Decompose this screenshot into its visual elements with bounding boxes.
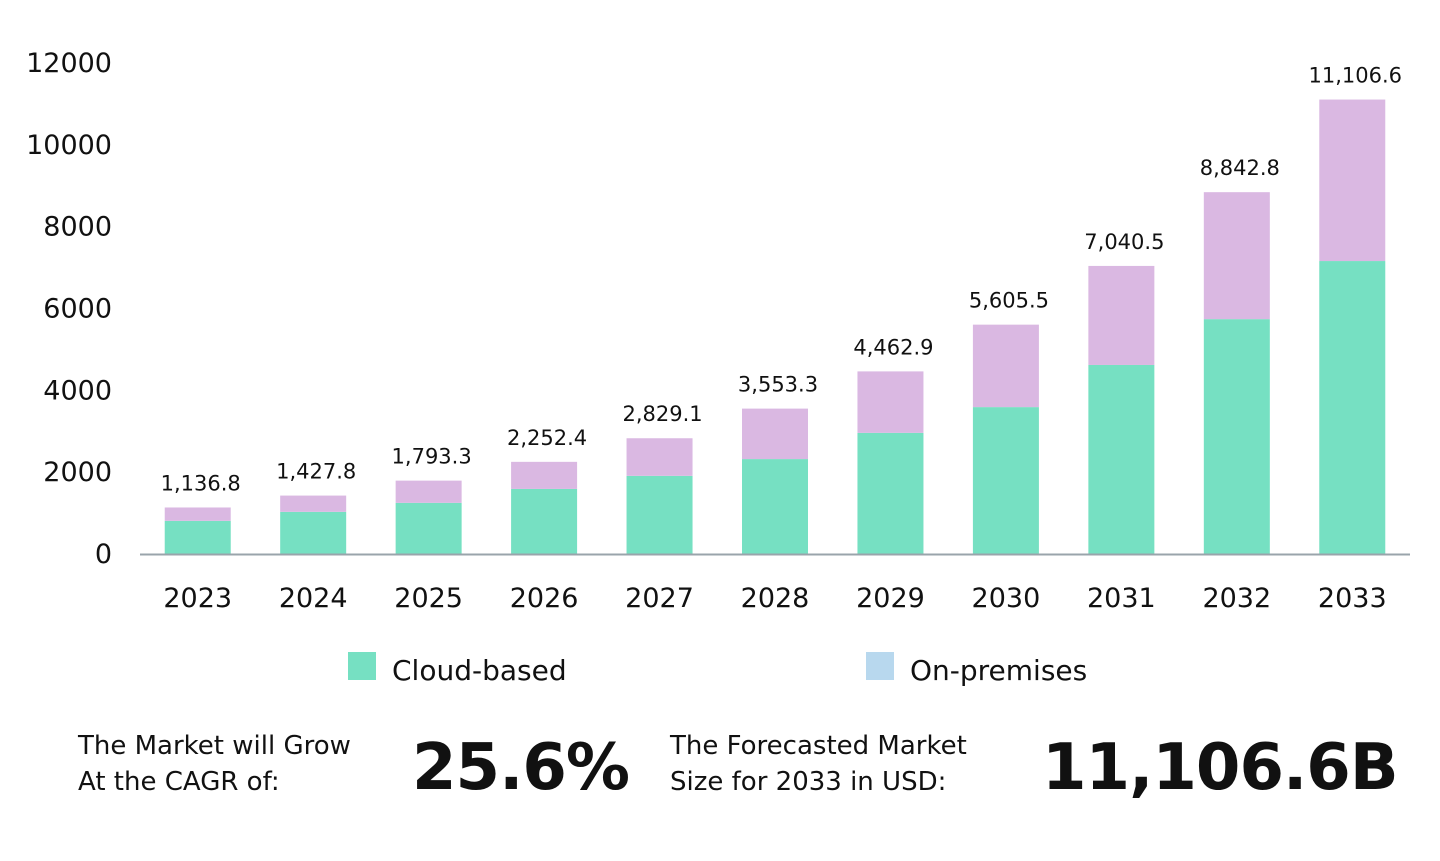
y-tick-label: 2000 bbox=[43, 457, 112, 488]
x-tick-label: 2029 bbox=[856, 583, 925, 614]
data-label: 2,829.1 bbox=[622, 402, 702, 426]
data-label: 1,793.3 bbox=[392, 445, 472, 469]
x-tick-label: 2031 bbox=[1087, 583, 1156, 614]
x-tick-label: 2032 bbox=[1202, 583, 1271, 614]
bar-segment-on-premises bbox=[972, 324, 1039, 408]
y-tick-label: 8000 bbox=[43, 212, 112, 243]
bar-segment-on-premises bbox=[857, 371, 924, 433]
data-label: 8,842.8 bbox=[1200, 156, 1280, 180]
stacked-bar-chart: 0 2000 4000 6000 8000 10000 12000 1,136.8 2023 1,… bbox=[26, 48, 1410, 687]
bar-segment-cloud-based bbox=[1319, 261, 1386, 554]
bar-segment-cloud-based bbox=[511, 488, 578, 554]
y-tick-label: 12000 bbox=[26, 48, 112, 79]
bar-segment-on-premises bbox=[395, 480, 462, 503]
data-label: 1,136.8 bbox=[161, 471, 241, 495]
x-tick-label: 2025 bbox=[394, 583, 463, 614]
legend-swatch bbox=[866, 652, 894, 680]
x-tick-label: 2033 bbox=[1318, 583, 1387, 614]
cagr-value: 25.6% bbox=[412, 731, 630, 805]
data-label: 1,427.8 bbox=[276, 460, 356, 484]
market-size-label-line1: The Forecasted Market bbox=[670, 731, 967, 761]
bar-segment-cloud-based bbox=[280, 511, 347, 554]
bar-segment-on-premises bbox=[1088, 265, 1155, 365]
data-label: 5,605.5 bbox=[969, 289, 1049, 313]
legend-swatch bbox=[348, 652, 376, 680]
cagr-label-line2: At the CAGR of: bbox=[78, 767, 280, 797]
x-tick-label: 2027 bbox=[625, 583, 694, 614]
bar-segment-cloud-based bbox=[972, 407, 1039, 554]
bar-segment-cloud-based bbox=[742, 459, 808, 554]
bar-segment-cloud-based bbox=[395, 502, 462, 554]
data-label: 4,462.9 bbox=[853, 335, 933, 359]
bar-segment-cloud-based bbox=[1088, 364, 1155, 554]
legend-label: On-premises bbox=[910, 654, 1087, 687]
x-tick-label: 2026 bbox=[510, 583, 579, 614]
market-size-value: 11,106.6B bbox=[1042, 731, 1399, 805]
bar-segment-on-premises bbox=[280, 495, 347, 512]
x-tick-label: 2030 bbox=[972, 583, 1041, 614]
data-label: 11,106.6 bbox=[1309, 64, 1403, 88]
bar-segment-cloud-based bbox=[164, 520, 231, 554]
bar-segment-on-premises bbox=[1203, 192, 1270, 320]
legend-label: Cloud-based bbox=[392, 654, 567, 687]
data-label: 3,553.3 bbox=[738, 373, 818, 397]
x-tick-label: 2024 bbox=[279, 583, 348, 614]
bar-segment-cloud-based bbox=[626, 475, 693, 554]
y-tick-label: 6000 bbox=[43, 294, 112, 325]
x-tick-label: 2028 bbox=[741, 583, 810, 614]
bar-segment-on-premises bbox=[1319, 99, 1386, 262]
x-tick-label: 2023 bbox=[163, 583, 232, 614]
y-tick-label: 0 bbox=[95, 539, 112, 570]
cagr-label: The Market will Grow At the CAGR of: bbox=[78, 728, 351, 800]
data-label: 7,040.5 bbox=[1084, 230, 1164, 254]
bar-segment-cloud-based bbox=[857, 432, 924, 554]
bar-segment-on-premises bbox=[742, 408, 808, 460]
bar-segment-cloud-based bbox=[1203, 319, 1270, 554]
data-label: 2,252.4 bbox=[507, 426, 587, 450]
cagr-label-line1: The Market will Grow bbox=[78, 731, 351, 761]
market-size-label: The Forecasted Market Size for 2033 in U… bbox=[670, 728, 967, 800]
y-tick-label: 10000 bbox=[26, 130, 112, 161]
market-size-label-line2: Size for 2033 in USD: bbox=[670, 767, 947, 797]
bar-segment-on-premises bbox=[511, 461, 578, 489]
y-tick-label: 4000 bbox=[43, 375, 112, 406]
bar-segment-on-premises bbox=[164, 507, 231, 521]
bar-segment-on-premises bbox=[626, 438, 693, 476]
